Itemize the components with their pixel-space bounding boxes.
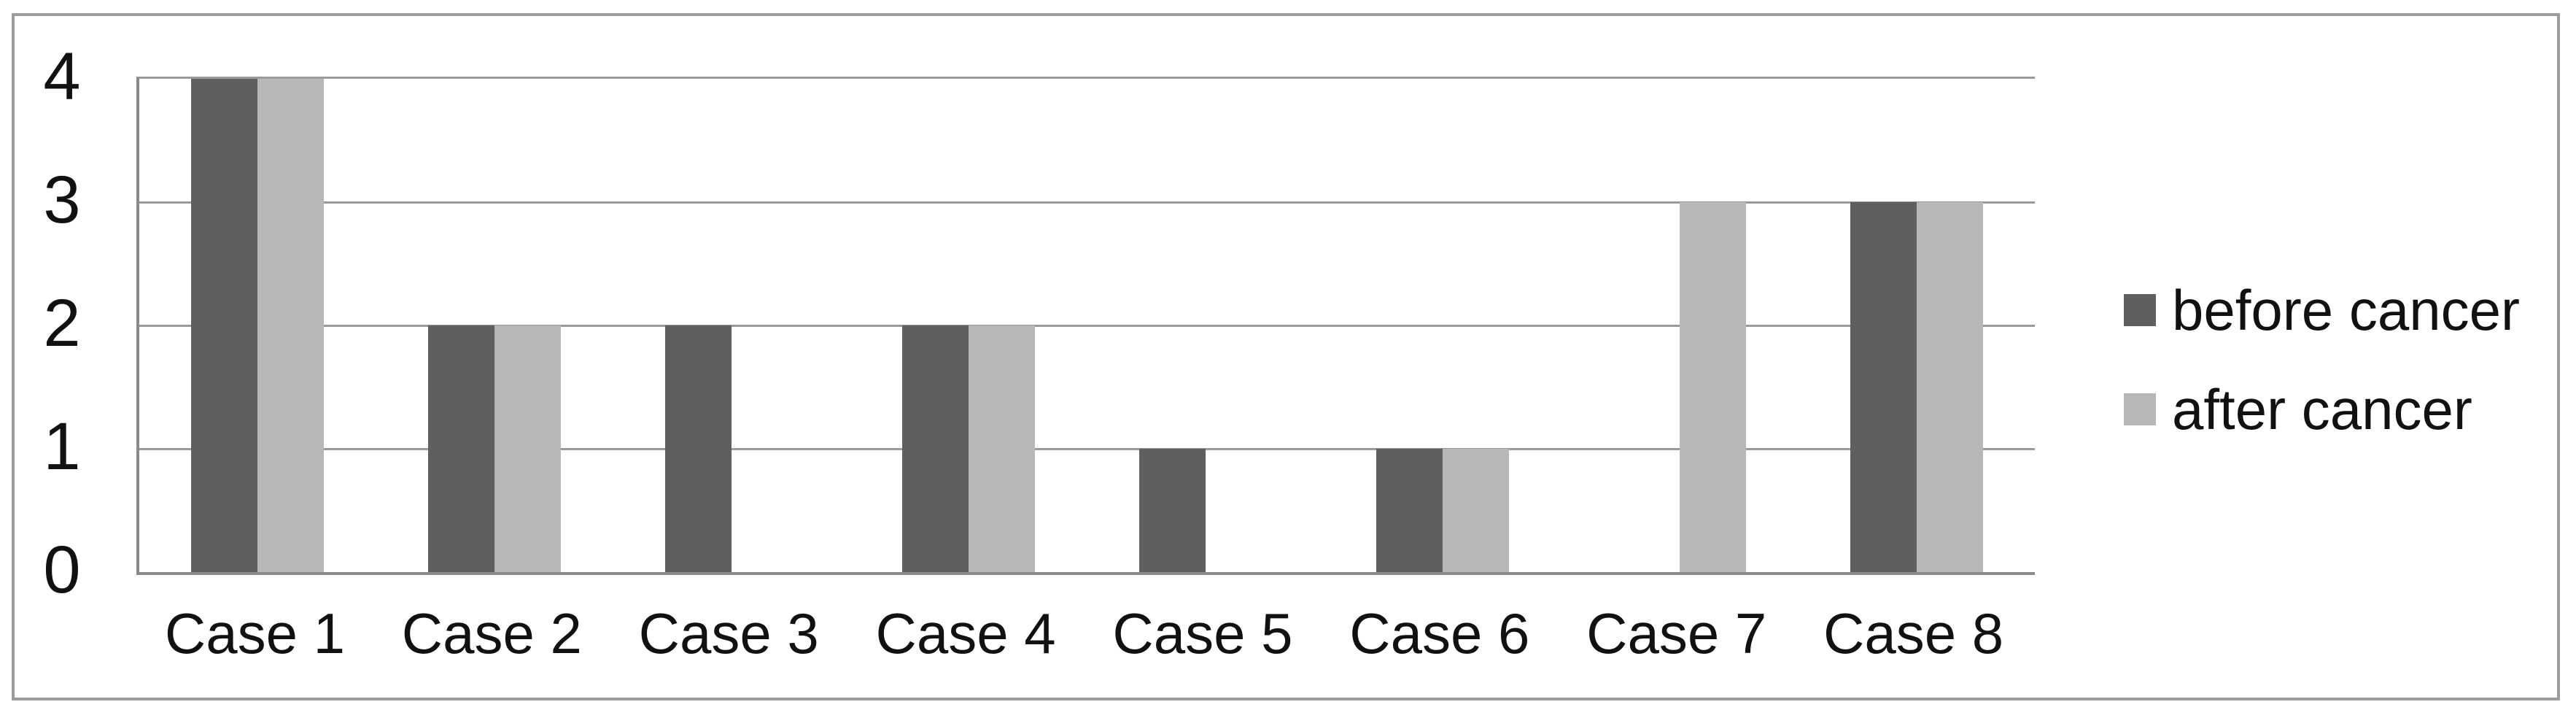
bar-after-cancer bbox=[257, 79, 325, 572]
bar-before-cancer bbox=[665, 325, 732, 572]
gridline bbox=[139, 325, 2035, 327]
x-tick-label: Case 3 bbox=[638, 601, 819, 665]
bar-after-cancer bbox=[1442, 449, 1509, 572]
x-tick-label: Case 7 bbox=[1586, 601, 1767, 665]
bar-before-cancer bbox=[428, 325, 495, 572]
bar-before-cancer bbox=[902, 325, 969, 572]
bar-after-cancer bbox=[969, 325, 1036, 572]
bar-after-cancer bbox=[494, 325, 562, 572]
y-tick-label: 4 bbox=[43, 39, 81, 114]
x-tick-label: Case 1 bbox=[164, 601, 345, 665]
x-tick-label: Case 8 bbox=[1823, 601, 2004, 665]
y-tick-label: 1 bbox=[43, 409, 81, 484]
bar-after-cancer bbox=[1916, 202, 1983, 572]
legend-swatch-before-cancer bbox=[2124, 294, 2156, 326]
x-tick-label: Case 5 bbox=[1112, 601, 1293, 665]
bar-before-cancer bbox=[1850, 202, 1917, 572]
plot-area bbox=[136, 77, 2035, 575]
y-tick-label: 3 bbox=[43, 163, 81, 237]
y-tick-label: 2 bbox=[43, 286, 81, 360]
x-tick-label: Case 6 bbox=[1349, 601, 1530, 665]
legend-swatch-after-cancer bbox=[2124, 393, 2156, 425]
bar-before-cancer bbox=[1138, 449, 1206, 572]
y-tick-label: 0 bbox=[43, 533, 81, 607]
legend-label-before-cancer: before cancer bbox=[2172, 278, 2520, 342]
legend-item-after-cancer: after cancer bbox=[2124, 378, 2472, 441]
legend-item-before-cancer: before cancer bbox=[2124, 279, 2520, 341]
legend-label-after-cancer: after cancer bbox=[2172, 377, 2472, 441]
bar-before-cancer bbox=[1376, 449, 1443, 572]
gridline bbox=[139, 201, 2035, 204]
bar-after-cancer bbox=[1679, 202, 1746, 572]
bar-before-cancer bbox=[191, 79, 258, 572]
x-tick-label: Case 4 bbox=[875, 601, 1056, 665]
gridline bbox=[139, 448, 2035, 450]
x-tick-label: Case 2 bbox=[401, 601, 582, 665]
